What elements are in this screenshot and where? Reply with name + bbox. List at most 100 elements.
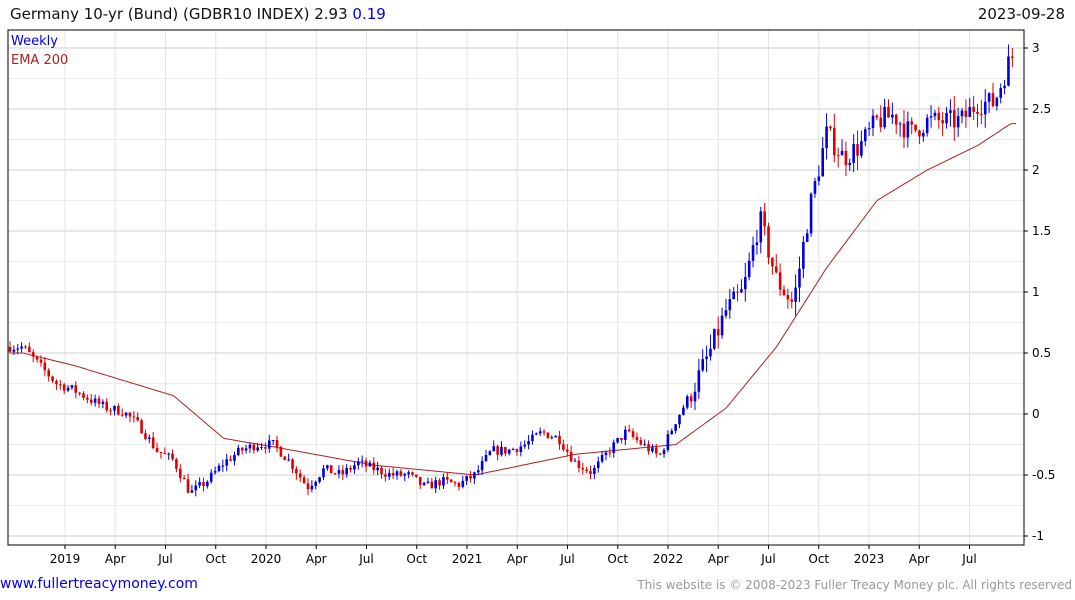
candle-body — [333, 473, 337, 475]
candle-body — [384, 474, 387, 477]
candle-body — [140, 420, 143, 434]
candle-body — [848, 162, 852, 166]
candle-body — [538, 431, 542, 434]
candle-body — [449, 479, 453, 483]
plot-frame — [7, 29, 1025, 546]
candle-body — [380, 467, 383, 475]
candle-body — [178, 468, 182, 479]
candle-body — [202, 482, 205, 487]
candle-body — [391, 472, 395, 476]
x-tick-label: Jul — [760, 552, 775, 566]
candle-body — [144, 433, 147, 440]
candle-body — [635, 437, 639, 441]
candle-body — [198, 482, 201, 486]
candle-body — [577, 460, 581, 468]
chart-title: Germany 10-yr (Bund) (GDBR10 INDEX) 2.93… — [10, 5, 386, 23]
candle-body — [906, 121, 910, 138]
candle-body — [867, 128, 871, 130]
candle-body — [616, 438, 619, 443]
candle-body — [562, 444, 565, 450]
candle-body — [631, 431, 635, 438]
candle-body — [922, 132, 925, 137]
candle-body — [244, 448, 248, 451]
candle-body — [132, 416, 136, 418]
candle-body — [403, 474, 407, 476]
candle-body — [523, 444, 527, 447]
candle-body — [542, 431, 546, 433]
candle-body — [43, 362, 47, 371]
candle-body — [709, 348, 712, 357]
candle-body — [705, 356, 708, 360]
candle-body — [825, 126, 828, 149]
candle-body — [952, 110, 956, 128]
candle-body — [148, 437, 151, 440]
site-link[interactable]: www.fullertreacymoney.com — [0, 576, 198, 592]
x-axis: 2019 Apr Jul Oct 2020 Apr Jul Oct 2021 Apr Jul Oct 2… — [50, 545, 977, 566]
candle-body — [109, 410, 112, 412]
candle-body — [136, 417, 140, 421]
candle-body — [182, 478, 186, 480]
candle-body — [35, 356, 39, 360]
candle-body — [860, 141, 863, 156]
candle-body — [666, 434, 670, 450]
change-value: 0.19 — [352, 5, 386, 23]
candle-body — [225, 459, 229, 466]
candle-body — [120, 414, 124, 416]
candle-body — [794, 287, 797, 302]
x-tick-label: Apr — [708, 552, 729, 566]
candle-body — [929, 116, 933, 118]
copyright: This website is © 2008-2023 Fuller Treac… — [637, 578, 1072, 592]
candle-body — [914, 124, 917, 131]
candle-body — [817, 176, 821, 182]
x-tick-label: 2019 — [50, 552, 81, 566]
candle-body — [89, 399, 93, 403]
candle-body — [980, 113, 983, 115]
candle-body — [759, 211, 763, 243]
candle-body — [306, 483, 310, 490]
candle-body — [446, 477, 449, 480]
candle-body — [643, 444, 646, 446]
candle-body — [341, 470, 345, 475]
candle-body — [461, 480, 465, 487]
candle-body — [329, 465, 333, 474]
candle-body — [782, 289, 786, 296]
candle-body — [802, 241, 805, 269]
x-tick-label: Apr — [105, 552, 126, 566]
y-tick-label: 2.5 — [1032, 102, 1051, 116]
candle-body — [128, 412, 132, 417]
candle-body — [771, 257, 774, 267]
candle-body — [968, 106, 972, 117]
candle-body — [507, 449, 511, 454]
x-tick-label: Jul — [358, 552, 373, 566]
candle-body — [314, 481, 318, 486]
candle-body — [836, 155, 840, 157]
candle-body — [167, 453, 170, 455]
candle-body — [442, 477, 445, 486]
candle-body — [302, 477, 306, 484]
candle-body — [898, 123, 902, 125]
candle-body — [59, 384, 62, 386]
legend-ema: EMA 200 — [11, 53, 68, 68]
x-tick-label: Jul — [961, 552, 976, 566]
candle-body — [252, 444, 256, 451]
candle-body — [155, 447, 159, 453]
candle-body — [159, 452, 163, 454]
candle-body — [504, 446, 507, 454]
candle-body — [535, 433, 538, 435]
candle-body — [554, 435, 557, 438]
candle-body — [206, 481, 209, 487]
y-tick-label: 3 — [1032, 41, 1040, 55]
candle-body — [894, 114, 898, 125]
candle-body — [902, 123, 906, 138]
candle-body — [600, 455, 604, 462]
chart-plot: Weekly EMA 200 3 2.5 2 1.5 1 0.5 0 -0.5 -1 2019 A… — [7, 29, 1055, 566]
candle-body — [852, 144, 855, 163]
candle-body — [999, 88, 1003, 98]
candle-body — [624, 429, 627, 440]
candle-body — [569, 451, 573, 462]
candle-body — [651, 447, 654, 452]
candle-body — [941, 120, 944, 124]
candle-body — [395, 471, 399, 476]
x-tick-label: Jul — [157, 552, 172, 566]
candle-body — [767, 226, 770, 258]
